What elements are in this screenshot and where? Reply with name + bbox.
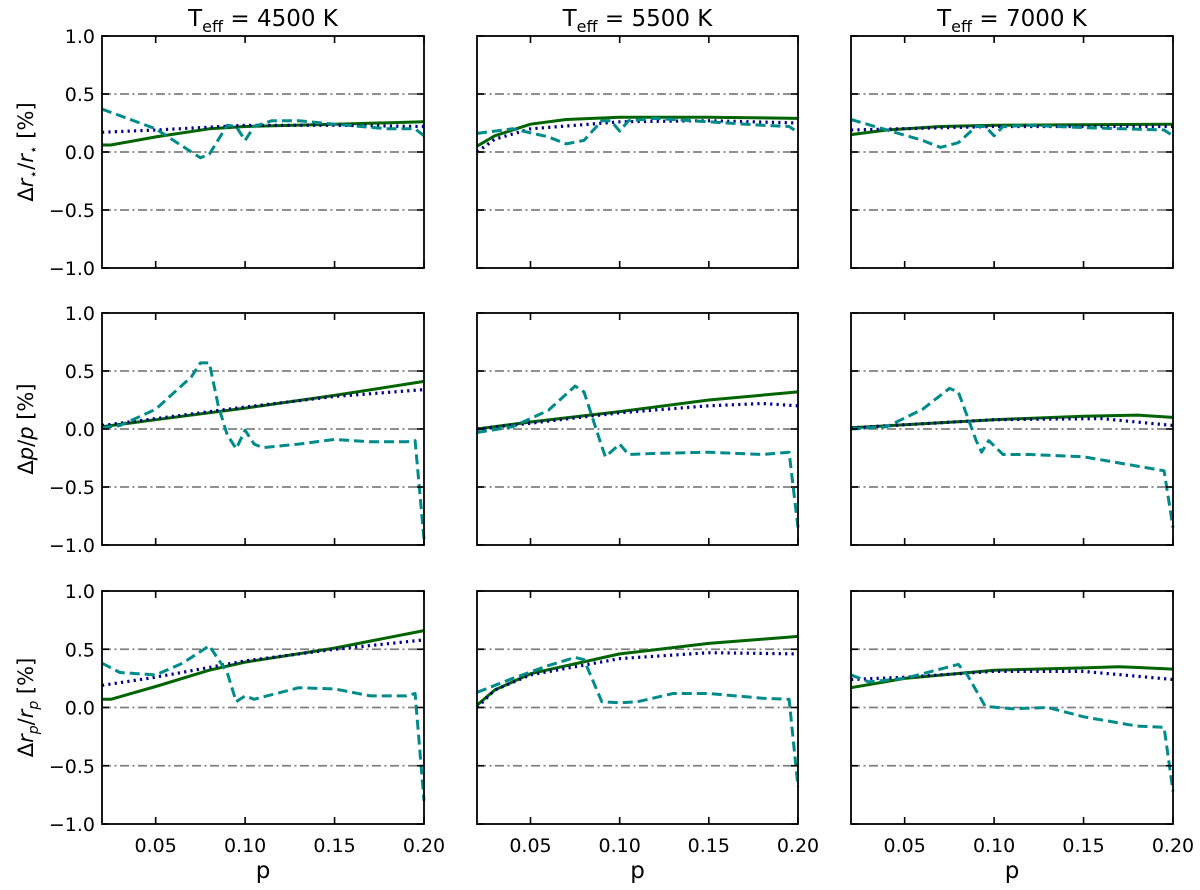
y-tick-label: 0.0 bbox=[65, 419, 95, 441]
x-tick-label: 0.05 bbox=[135, 835, 177, 857]
ylabel-num-sub: p bbox=[26, 725, 42, 735]
y-tick-label: −1.0 bbox=[49, 258, 95, 280]
y-tick-label: −0.5 bbox=[49, 756, 95, 778]
x-tick-label: 0.15 bbox=[313, 835, 355, 857]
y-tick-label: −0.5 bbox=[49, 200, 95, 222]
panel-r1-c2 bbox=[850, 312, 1175, 546]
series-line-dashed bbox=[476, 384, 800, 528]
x-tick-label: 0.15 bbox=[688, 835, 730, 857]
ylabel-den-sub: ⋆ bbox=[26, 145, 42, 154]
series-line-dashed bbox=[101, 361, 426, 540]
title-main: T bbox=[562, 6, 578, 32]
panel-r1-c1 bbox=[476, 312, 800, 546]
ylabel-delta: Δ bbox=[14, 187, 38, 202]
panel-r0-c0: 1.0 0.5 0.0 −0.5 −1.0 bbox=[49, 26, 425, 280]
series-line-dotted bbox=[101, 388, 425, 428]
title-rest: = 7000 K bbox=[972, 6, 1088, 32]
series-line-solid bbox=[101, 379, 425, 429]
x-axis-label: p bbox=[256, 858, 271, 884]
x-axis-label: p bbox=[630, 858, 645, 884]
y-tick-label: 0.0 bbox=[65, 698, 95, 720]
panel-r0-c2 bbox=[850, 35, 1174, 269]
series-line-solid bbox=[476, 634, 799, 707]
series-line-dotted bbox=[850, 669, 1174, 682]
series-line-solid bbox=[850, 122, 1174, 137]
x-tick-label: 0.10 bbox=[599, 835, 641, 857]
ylabel-num: r bbox=[14, 177, 38, 187]
y-tick-label: 1.0 bbox=[65, 581, 95, 603]
series-line-dotted bbox=[476, 119, 799, 154]
column-title: Teff = 7000 K bbox=[936, 6, 1088, 36]
title-subscript: eff bbox=[202, 17, 224, 36]
ylabel-num: r bbox=[14, 733, 38, 743]
ylabel-delta: Δ bbox=[14, 742, 38, 757]
series-line-dotted bbox=[850, 417, 1174, 430]
y-axis-label: Δr⋆/r⋆ [%] bbox=[14, 102, 42, 201]
series-line-solid bbox=[102, 629, 425, 701]
title-main: T bbox=[936, 6, 952, 32]
x-tick-label: 0.10 bbox=[973, 835, 1015, 857]
ylabel-slash: / bbox=[14, 717, 38, 725]
series-line-dotted bbox=[475, 651, 799, 709]
panel-r2-c2: 0.05 0.10 0.15 0.20 bbox=[850, 590, 1194, 857]
series-line-dotted bbox=[101, 638, 425, 687]
x-tick-label: 0.20 bbox=[777, 835, 819, 857]
title-subscript: eff bbox=[577, 17, 599, 36]
panel-r1-c0: 1.0 0.5 0.0 −0.5 −1.0 bbox=[49, 303, 426, 557]
x-tick-label: 0.05 bbox=[509, 835, 551, 857]
ylabel-unit: [%] bbox=[14, 383, 38, 426]
panel-r0-c1 bbox=[476, 35, 799, 269]
ylabel-num-sub: ⋆ bbox=[26, 170, 42, 179]
y-tick-label: 0.5 bbox=[65, 361, 95, 383]
panel-r2-c1: 0.05 0.10 0.15 0.20 bbox=[475, 590, 819, 857]
title-subscript: eff bbox=[951, 17, 973, 36]
y-tick-label: 1.0 bbox=[65, 26, 95, 48]
x-tick-label: 0.05 bbox=[884, 835, 926, 857]
series-line-solid bbox=[476, 390, 799, 431]
y-tick-label: −1.0 bbox=[49, 535, 95, 557]
series-line-dashed bbox=[850, 662, 1175, 792]
y-tick-label: −1.0 bbox=[49, 814, 95, 836]
series-line-dotted bbox=[850, 124, 1173, 132]
ylabel-slash: / bbox=[14, 162, 38, 170]
ylabel-den: r bbox=[14, 153, 38, 163]
ylabel-den: p bbox=[14, 426, 38, 440]
series-line-dashed bbox=[101, 644, 426, 801]
ylabel-delta: Δ bbox=[14, 460, 38, 475]
title-rest: = 4500 K bbox=[223, 6, 339, 32]
series-line-solid bbox=[850, 413, 1174, 430]
ylabel-den: r bbox=[14, 708, 38, 718]
series-line-dotted bbox=[476, 401, 799, 431]
title-main: T bbox=[187, 6, 203, 32]
x-tick-label: 0.10 bbox=[224, 835, 266, 857]
ylabel-unit: [%] bbox=[14, 658, 38, 701]
y-axis-label: Δp/p [%] bbox=[14, 383, 38, 474]
ylabel-unit: [%] bbox=[14, 102, 38, 145]
y-axis-label: Δrp/rp [%] bbox=[14, 658, 42, 758]
y-tick-label: 0.5 bbox=[65, 639, 95, 661]
x-tick-label: 0.20 bbox=[403, 835, 445, 857]
series-line-solid bbox=[476, 115, 799, 148]
panel-r2-c0: 0.05 0.10 0.15 0.20 1.0 0.5 0.0 −0.5 −1.0 bbox=[49, 581, 445, 857]
title-rest: = 5500 K bbox=[598, 6, 714, 32]
series-line-dashed bbox=[476, 116, 799, 146]
x-axis-label: p bbox=[1005, 858, 1020, 884]
y-tick-label: 0.0 bbox=[65, 142, 95, 164]
series-line-dashed bbox=[476, 655, 800, 787]
ylabel-slash: / bbox=[14, 439, 38, 447]
y-tick-label: −0.5 bbox=[49, 477, 95, 499]
x-tick-label: 0.20 bbox=[1152, 835, 1194, 857]
series-line-dashed bbox=[101, 107, 425, 160]
x-tick-label: 0.15 bbox=[1062, 835, 1104, 857]
ylabel-den-sub: p bbox=[26, 701, 42, 711]
column-title: Teff = 5500 K bbox=[562, 6, 714, 36]
ylabel-num: p bbox=[14, 447, 38, 461]
column-title: Teff = 4500 K bbox=[187, 6, 339, 36]
series-line-dashed bbox=[850, 386, 1175, 528]
y-tick-label: 0.5 bbox=[65, 84, 95, 106]
y-tick-label: 1.0 bbox=[65, 303, 95, 325]
